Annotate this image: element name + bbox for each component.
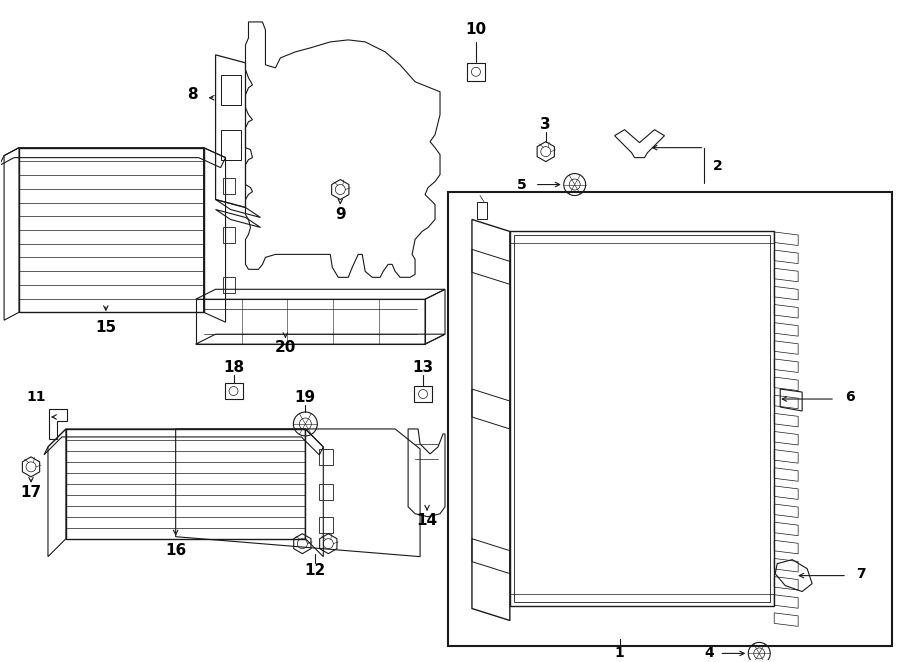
Text: 4: 4 [705, 646, 715, 661]
Text: 18: 18 [223, 359, 244, 375]
Bar [222, 277, 235, 293]
Bar [320, 484, 333, 500]
Text: 5: 5 [517, 177, 526, 191]
Bar [477, 201, 487, 220]
Bar [222, 228, 235, 244]
Text: 3: 3 [541, 117, 551, 132]
Bar [414, 386, 432, 402]
Bar [222, 177, 235, 193]
Text: 13: 13 [412, 359, 434, 375]
Text: 15: 15 [95, 320, 116, 335]
Text: 19: 19 [295, 389, 316, 404]
Bar [320, 517, 333, 533]
Bar [320, 449, 333, 465]
Text: 2: 2 [713, 159, 722, 173]
Bar [66, 429, 305, 539]
Text: 12: 12 [305, 563, 326, 578]
Text: 20: 20 [274, 340, 296, 355]
Text: 9: 9 [335, 207, 346, 222]
Text: 1: 1 [615, 646, 625, 661]
Text: 8: 8 [187, 87, 198, 102]
Text: 7: 7 [856, 567, 866, 581]
Bar [467, 63, 485, 81]
Bar [19, 148, 203, 312]
Text: 6: 6 [845, 390, 855, 404]
Text: 10: 10 [465, 23, 487, 38]
Text: 16: 16 [165, 543, 186, 558]
Bar [514, 236, 770, 602]
Text: 17: 17 [21, 485, 41, 500]
Text: 11: 11 [26, 390, 46, 404]
Bar [448, 191, 892, 646]
Text: 14: 14 [417, 513, 437, 528]
Bar [224, 383, 242, 399]
Bar [510, 232, 774, 606]
Bar [220, 130, 240, 160]
Bar [220, 75, 240, 105]
